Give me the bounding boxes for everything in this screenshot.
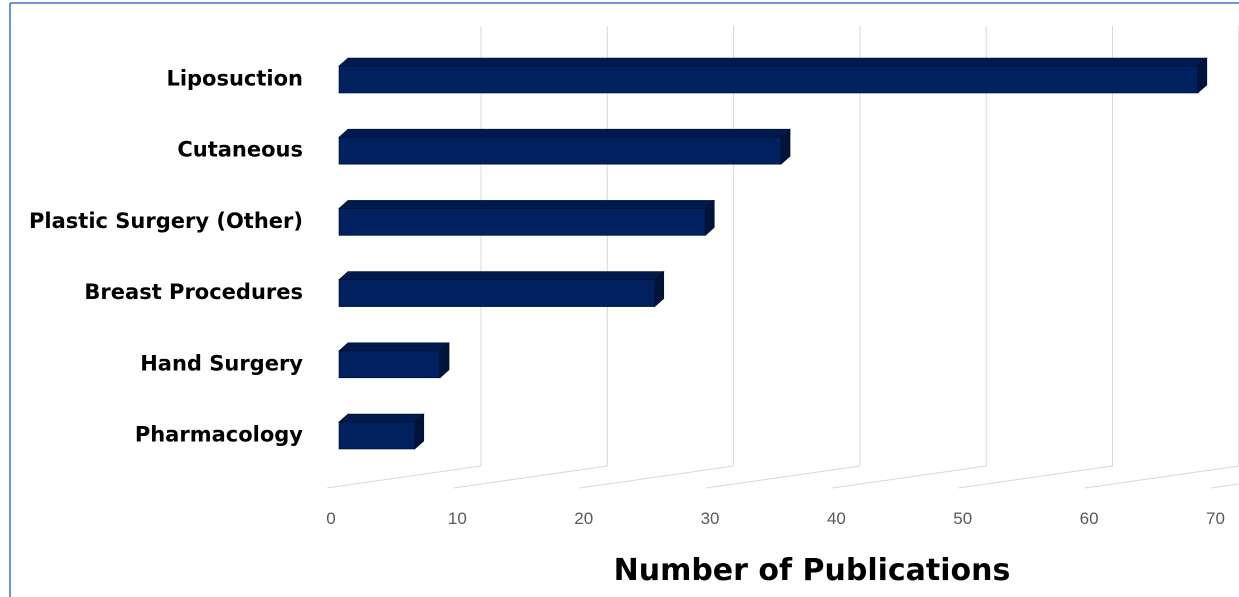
x-tick-label: 70 [1206,509,1225,528]
bar-front [338,136,782,165]
x-tick-label: 0 [326,509,335,528]
gridline-floor [453,465,608,489]
gridline-floor [579,465,734,489]
bar-top [338,413,425,423]
bar-side [1197,57,1208,94]
bar [338,57,1208,94]
bar [338,342,450,379]
bar-front [338,208,706,236]
x-tick-labels: 0 10 20 30 40 50 60 70 [326,509,1225,528]
x-tick-label: 40 [827,509,846,528]
bar-top [338,200,716,209]
bar-side [654,270,665,308]
x-tick-label: 50 [953,509,972,528]
bar [338,413,425,450]
bar-top [338,128,791,138]
category-label: Liposuction [166,67,303,91]
gridline-floor [326,465,482,489]
category-label: Hand Surgery [140,351,303,375]
bar-front [338,279,656,307]
gridline-floor [1211,483,1239,489]
category-label: Cutaneous [177,138,303,162]
bar-top [338,57,1208,67]
bar-top [338,342,450,352]
x-tick-label: 60 [1080,509,1099,528]
category-label: Breast Procedures [84,280,303,304]
bar-side [414,413,425,450]
x-axis-title: Number of Publications [614,553,1011,588]
x-tick-label: 20 [574,509,593,528]
bar [338,128,791,165]
gridline-floor [705,465,860,489]
gridline-floor [958,465,1113,489]
x-tick-label: 30 [701,509,720,528]
bar-top [338,271,665,280]
bars [338,57,1208,450]
gridlines [326,26,1239,489]
bar [338,270,665,308]
bar-front [338,421,416,450]
frame-border [9,2,1239,597]
x-tick-label: 10 [448,509,467,528]
category-label: Pharmacology [135,423,303,447]
bar-side [439,342,450,379]
bar-side [780,128,791,165]
category-labels: Liposuction Cutaneous Plastic Surgery (Oth… [29,67,303,447]
bar-front [338,350,441,379]
gridline-floor [832,465,987,489]
bar-side [704,199,715,237]
category-label: Plastic Surgery (Other) [29,209,303,233]
gridline-floor [1084,465,1239,489]
bar-front [338,65,1199,94]
bar [338,199,716,237]
